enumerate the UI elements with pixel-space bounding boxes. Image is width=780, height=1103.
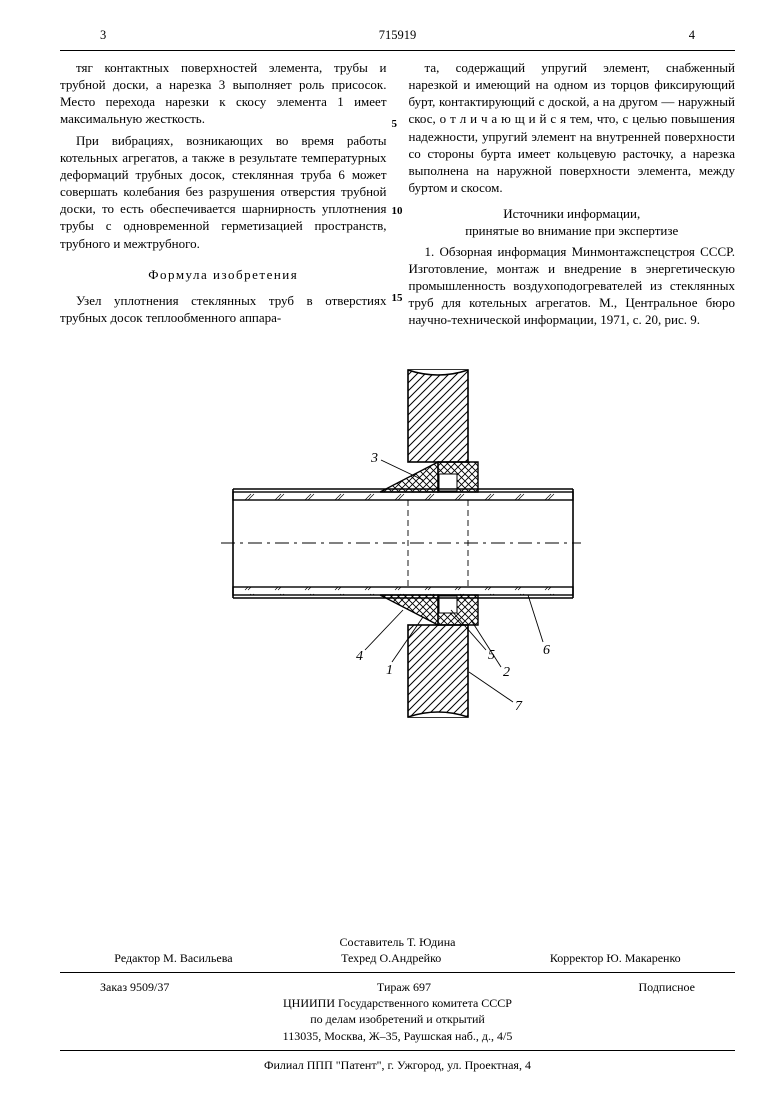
paragraph: та, содержащий упругий элемент, снабженн… bbox=[409, 59, 736, 196]
column-number-left: 3 bbox=[100, 28, 106, 43]
footer-rule bbox=[60, 972, 735, 973]
references-title: Источники информации, принятые во вниман… bbox=[409, 205, 736, 239]
fig-label-6: 6 bbox=[543, 643, 550, 658]
header-row: 3 715919 4 bbox=[60, 28, 735, 43]
org-line: ЦНИИПИ Государственного комитета СССР bbox=[60, 995, 735, 1011]
paragraph: При вибрациях, возникающих во время рабо… bbox=[60, 132, 387, 252]
footer-rule bbox=[60, 1050, 735, 1051]
composer-line: Составитель Т. Юдина bbox=[60, 934, 735, 950]
fig-label-4: 4 bbox=[356, 649, 363, 664]
print-row: Заказ 9509/37 Тираж 697 Подписное bbox=[60, 979, 735, 995]
fig-label-2: 2 bbox=[503, 665, 510, 680]
org-line: по делам изобретений и открытий bbox=[60, 1011, 735, 1027]
fig-label-7: 7 bbox=[515, 699, 523, 714]
document-number: 715919 bbox=[379, 28, 417, 43]
diagram-svg: 3 4 1 5 2 6 7 bbox=[213, 362, 583, 742]
fig-label-1: 1 bbox=[386, 663, 393, 678]
paragraph: 1. Обзорная информация Минмонтажспецстро… bbox=[409, 243, 736, 329]
text-columns: 5 10 15 тяг контактных поверхностей элем… bbox=[60, 59, 735, 332]
order: Заказ 9509/37 bbox=[100, 979, 169, 995]
left-column: тяг контактных поверхностей элемента, тр… bbox=[60, 59, 387, 332]
column-number-right: 4 bbox=[689, 28, 695, 43]
corrector: Корректор Ю. Макаренко bbox=[550, 950, 681, 966]
tech: Техред О.Андрейко bbox=[341, 950, 441, 966]
paragraph: тяг контактных поверхностей элемента, тр… bbox=[60, 59, 387, 128]
figure: 3 4 1 5 2 6 7 bbox=[60, 362, 735, 747]
footer: Составитель Т. Юдина Редактор М. Василье… bbox=[60, 934, 735, 1073]
right-column: та, содержащий упругий элемент, снабженн… bbox=[409, 59, 736, 332]
page: 3 715919 4 5 10 15 тяг контактных поверх… bbox=[0, 0, 780, 1103]
formula-title: Формула изобретения bbox=[60, 266, 387, 283]
line-number: 15 bbox=[392, 291, 403, 306]
tirage: Тираж 697 bbox=[377, 979, 431, 995]
paragraph: Узел уплотнения стеклянных труб в отверс… bbox=[60, 292, 387, 326]
address-line: 113035, Москва, Ж–35, Раушская наб., д.,… bbox=[60, 1028, 735, 1044]
fig-label-3: 3 bbox=[370, 451, 378, 466]
branch-line: Филиал ППП "Патент", г. Ужгород, ул. Про… bbox=[60, 1057, 735, 1073]
editor: Редактор М. Васильева bbox=[114, 950, 232, 966]
header-rule bbox=[60, 50, 735, 51]
staff-row: Редактор М. Васильева Техред О.Андрейко … bbox=[60, 950, 735, 966]
line-number: 5 bbox=[392, 117, 398, 132]
line-number: 10 bbox=[392, 204, 403, 219]
subscription: Подписное bbox=[639, 979, 696, 995]
